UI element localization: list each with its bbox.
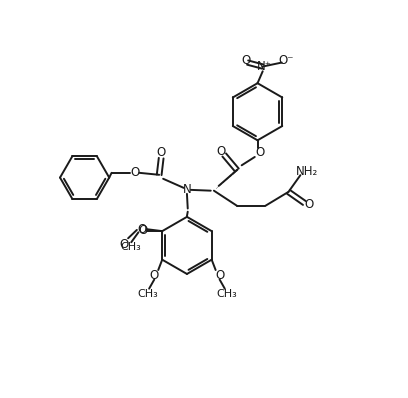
Text: O: O [150,269,159,282]
Text: CH₃: CH₃ [120,242,141,252]
Text: N⁺: N⁺ [257,60,272,73]
Text: O: O [241,54,250,67]
Text: CH₃: CH₃ [137,289,158,299]
Text: O⁻: O⁻ [278,54,293,67]
Text: O: O [137,222,146,236]
Text: NH₂: NH₂ [296,165,318,178]
Text: O: O [216,144,226,158]
Text: O: O [157,146,166,159]
Text: O: O [255,146,264,160]
Text: CH₃: CH₃ [216,289,237,299]
Text: N: N [182,183,191,196]
Text: O: O [304,199,314,211]
Text: O: O [138,224,147,237]
Text: O: O [130,166,139,179]
Text: O: O [215,269,224,282]
Text: O: O [120,238,129,251]
